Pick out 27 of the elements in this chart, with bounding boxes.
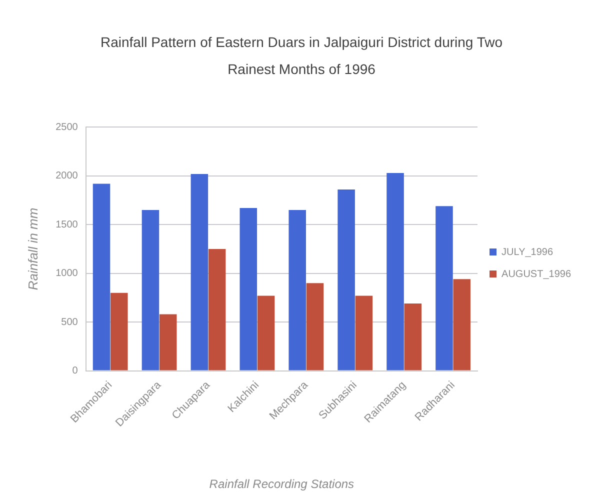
bar xyxy=(288,210,306,370)
legend-label: JULY_1996 xyxy=(502,246,554,258)
bar xyxy=(142,210,160,370)
bar xyxy=(453,279,470,370)
bar xyxy=(190,174,208,370)
y-tick-label: 2500 xyxy=(56,122,78,133)
bar xyxy=(110,292,128,370)
bar xyxy=(208,248,226,370)
bar xyxy=(92,184,110,370)
y-tick-label: 500 xyxy=(61,316,78,328)
y-tick-label: 1500 xyxy=(56,219,78,230)
x-axis-title: Rainfall Recording Stations xyxy=(209,477,354,492)
y-axis-title: Rainfall in mm xyxy=(25,208,40,290)
bar xyxy=(355,296,373,370)
bar xyxy=(257,296,275,370)
bar xyxy=(386,172,404,370)
y-tick-label: 1000 xyxy=(56,268,78,280)
bar xyxy=(306,283,324,370)
bar xyxy=(240,208,258,370)
chart-title: Rainfall Pattern of Eastern Duars in Jalpaiguri District during Two Rainest Months of 1996 xyxy=(100,34,503,77)
bar xyxy=(436,206,453,370)
y-tick-label: 2000 xyxy=(56,170,78,182)
y-tick-label: 0 xyxy=(72,366,78,377)
bar xyxy=(159,314,177,370)
legend-label: AUGUST_1996 xyxy=(502,268,572,280)
bar xyxy=(338,190,355,370)
bar xyxy=(404,304,422,370)
